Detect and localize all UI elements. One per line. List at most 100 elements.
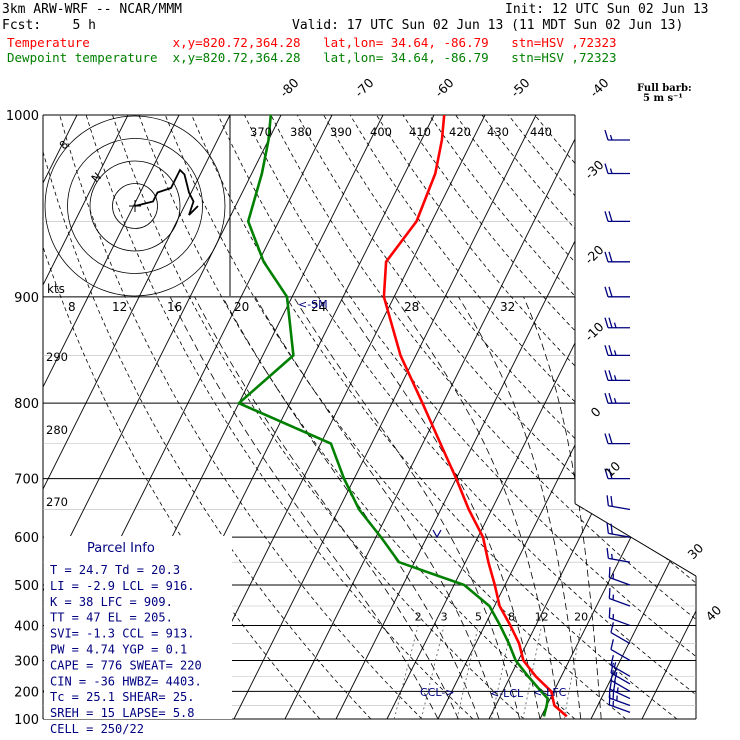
wind-barb: [610, 670, 631, 692]
wind-barb: [610, 622, 631, 645]
parcel-info-row: LI = -2.9 LCL = 916.: [50, 579, 195, 593]
barb-flag: [610, 495, 613, 507]
barb-flag: [608, 370, 613, 381]
barb-flag: [608, 392, 613, 404]
wind-barb: [610, 639, 631, 662]
theta-label: 370: [250, 125, 272, 139]
wind-barb: [604, 251, 630, 263]
barb-flag: [610, 670, 614, 681]
parcel-info-row: CELL = 250/22: [50, 722, 144, 736]
barb-flag: [610, 622, 614, 633]
mixing-ratio-layer: [393, 625, 582, 719]
barb-flag: [610, 662, 614, 674]
wind-barb: [604, 211, 630, 223]
barb-flag: [606, 495, 609, 506]
right-frame-diagonal: [574, 503, 697, 577]
pressure-label: 200: [14, 685, 39, 700]
parcel-info-row: K = 38 LFC = 909.: [50, 595, 173, 609]
isotherm-label: -30: [582, 157, 607, 182]
isotherm-label: -20: [582, 242, 607, 267]
moist-adiabat: [394, 296, 561, 719]
wind-barb: [604, 433, 630, 445]
hodograph-speed-tick: 16: [167, 300, 182, 314]
barb-flag: [604, 370, 609, 381]
theta-label: 400: [370, 125, 392, 139]
wind-barb-layer: [604, 129, 631, 713]
isotherm-label: -50: [508, 75, 533, 100]
isotherm-line: [182, 115, 486, 719]
barb-flag: [613, 672, 618, 683]
theta-label: 430: [487, 125, 509, 139]
isotherm-label: -70: [352, 75, 377, 100]
barb-flag: [608, 211, 613, 222]
wind-barb: [610, 655, 631, 677]
lcl-label: <-LCL: [490, 687, 524, 700]
barb-legend-units: 5 m s⁻¹: [643, 93, 683, 104]
theta-label: 290: [46, 350, 68, 364]
wind-barb: [608, 607, 631, 627]
pressure-label: 500: [14, 579, 39, 594]
wind-barb: [604, 163, 630, 175]
barb-flag: [604, 163, 609, 174]
hodograph-ring: [67, 138, 203, 274]
dewpoint-profile: [237, 115, 549, 717]
moist-adiabat-layer: [169, 296, 602, 719]
barb-staff: [609, 704, 631, 713]
barb-flag: [604, 345, 609, 356]
mixing-ratio-line: [393, 625, 419, 719]
barb-half-flag: [613, 375, 617, 381]
moist-adiabat: [339, 296, 541, 719]
barb-flag: [604, 211, 609, 222]
parcel-info-row: PW = 4.74 YGP = 0.1: [50, 643, 187, 657]
el-marker: [432, 529, 442, 539]
moist-adiabat: [458, 296, 582, 719]
isotherm-line: [641, 115, 696, 719]
barb-half-flag: [609, 134, 613, 141]
dry-adiabat: [85, 115, 474, 719]
pressure-label: 900: [14, 291, 39, 306]
dry-adiabat: [481, 115, 696, 719]
wind-barb: [604, 345, 630, 357]
hodograph-ring: [89, 160, 181, 252]
barb-half-flag: [609, 168, 613, 174]
dry-adiabat: [349, 115, 696, 719]
isotherm-label: 0: [588, 404, 604, 420]
wind-barb: [604, 370, 630, 382]
pressure-label: 800: [14, 397, 39, 412]
pressure-label: 700: [14, 473, 39, 488]
wind-barb: [610, 662, 631, 685]
barb-half-flag: [613, 662, 617, 668]
moist-adiabat: [293, 296, 520, 719]
parcel-info-row: SREH = 15 LAPSE= 5.8: [50, 706, 195, 720]
theta-label: 410: [409, 125, 431, 139]
isotherm-line: [386, 115, 690, 719]
theta-label: 270: [46, 495, 68, 509]
isotherm-line: [488, 115, 696, 719]
barb-half-flag: [613, 397, 617, 404]
wind-barb: [608, 567, 631, 586]
hodograph-ring: [112, 183, 158, 229]
parcel-info-row: TT = 47 EL = 205.: [50, 611, 173, 625]
parcel-info-row: SVI= -1.3 CCL = 913.: [50, 627, 195, 641]
wind-barb: [606, 495, 631, 511]
wind-barb: [604, 317, 630, 329]
barb-staff: [610, 631, 631, 645]
dry-adiabat: [508, 115, 696, 719]
barb-flag: [606, 547, 609, 559]
barb-flag: [608, 251, 613, 262]
theta-label: 280: [46, 423, 68, 437]
barb-flag: [608, 345, 613, 356]
theta-label: 420: [449, 125, 471, 139]
parcel-info-row: T = 24.7 Td = 20.3: [50, 563, 180, 577]
hodograph-trace: [134, 168, 199, 216]
mixing-ratio-label: 8: [508, 610, 515, 623]
pressure-label: 100: [14, 713, 39, 728]
parcel-info-title: Parcel Info: [87, 541, 155, 556]
dry-adiabat: [191, 115, 678, 719]
dry-adiabat: [217, 115, 696, 719]
barb-half-flag: [611, 553, 613, 560]
wind-barb: [606, 547, 631, 563]
barb-staff: [610, 648, 631, 662]
hodograph-speed-tick: 8: [68, 300, 76, 314]
